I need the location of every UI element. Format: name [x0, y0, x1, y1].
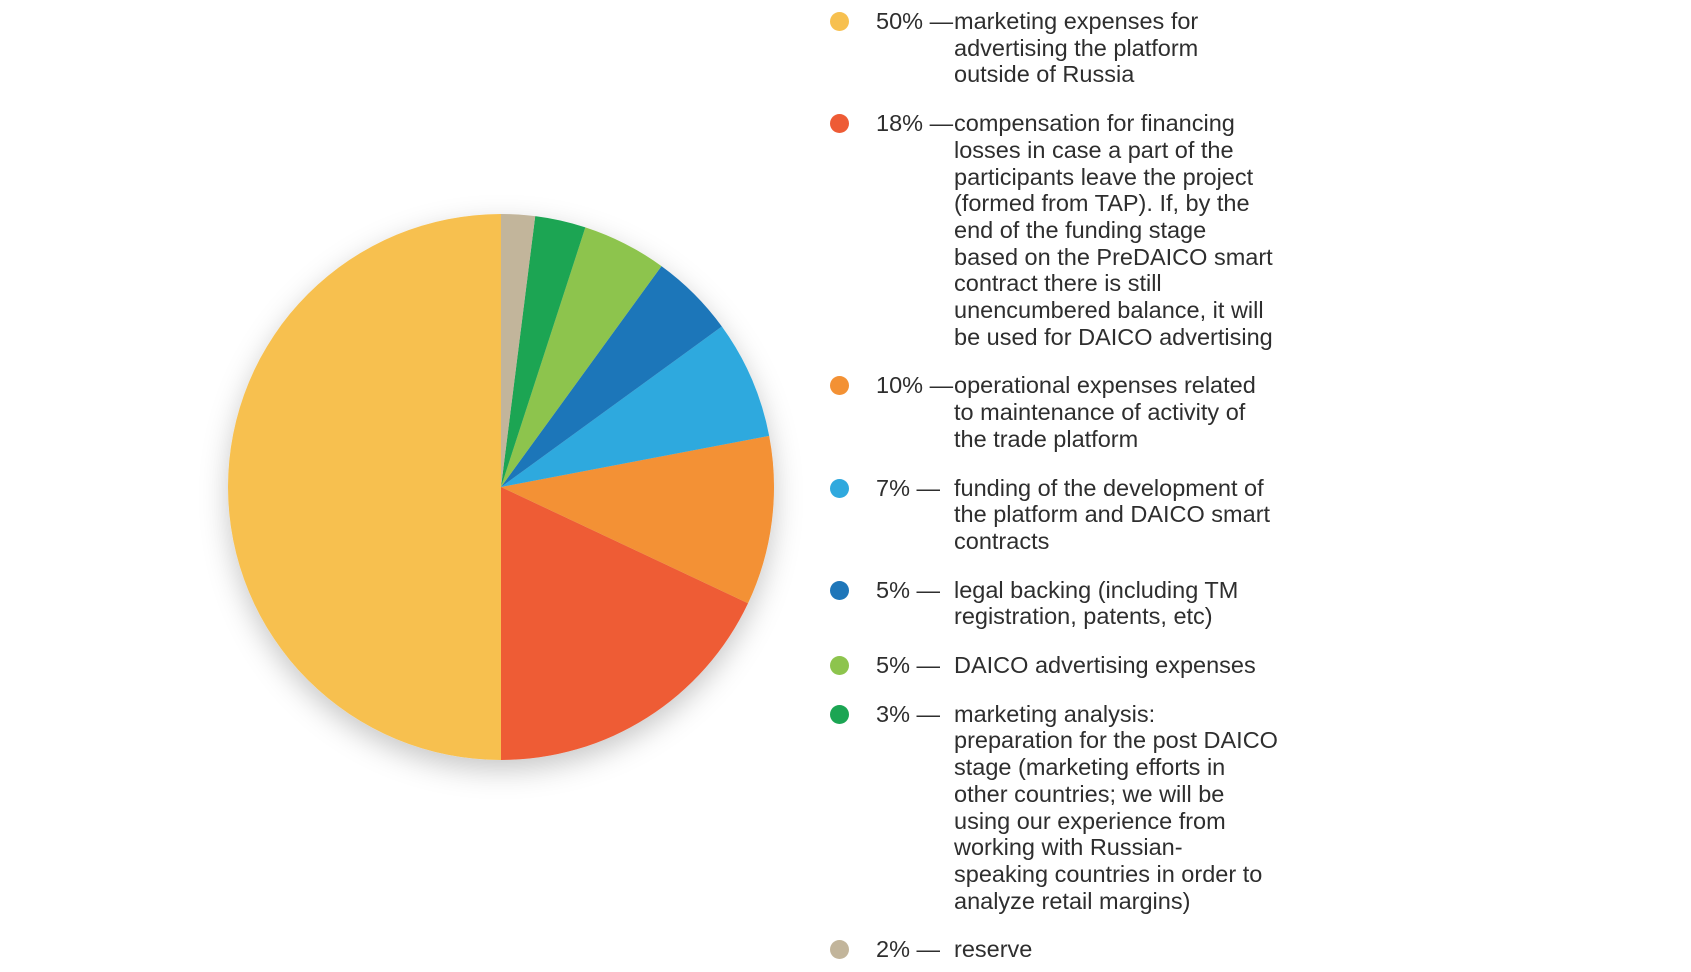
- legend-percent: 3% —: [876, 701, 954, 728]
- separator: —: [916, 936, 941, 963]
- legend-swatch: [830, 376, 849, 396]
- legend-label: funding of the development of the platfo…: [954, 474, 1271, 554]
- legend-label: legal backing (including TM registration…: [954, 576, 1239, 630]
- legend-label: reserve: [954, 936, 1033, 963]
- legend-percent: 10% —: [876, 372, 954, 399]
- legend-item: 7% — funding of the development of the pl…: [826, 475, 1306, 555]
- value-label: 5%: [876, 652, 910, 679]
- legend-item: 3% — marketing analysis: preparation for …: [826, 701, 1306, 915]
- pie-slice: [501, 227, 662, 487]
- legend-percent: 5% —: [876, 577, 954, 604]
- slices: [228, 214, 774, 760]
- separator: —: [916, 474, 941, 501]
- separator: —: [929, 372, 954, 399]
- legend-swatch: [830, 114, 849, 134]
- separator: —: [916, 576, 941, 603]
- legend-percent: 7% —: [876, 475, 954, 502]
- value-label: 7%: [876, 474, 910, 501]
- value-label: 50%: [876, 8, 924, 34]
- legend-label: compensation for financing losses in cas…: [954, 110, 1273, 350]
- legend-item: 10% — operational expenses related to mai…: [826, 372, 1306, 452]
- legend-item: 5% — DAICO advertising expenses: [826, 652, 1306, 679]
- legend-swatch: [830, 478, 849, 498]
- value-label: 5%: [876, 576, 910, 603]
- legend-percent: 2% —: [876, 936, 954, 963]
- separator: —: [929, 110, 954, 137]
- legend: 50% — marketing expenses for advertising …: [826, 8, 1306, 963]
- value-label: 10%: [876, 372, 924, 399]
- value-label: 2%: [876, 936, 910, 963]
- legend-label: operational expenses related to maintena…: [954, 372, 1256, 452]
- legend-percent: 18% —: [876, 110, 954, 137]
- separator: —: [929, 8, 954, 34]
- legend-percent: 50% —: [876, 8, 954, 35]
- legend-item: 5% — legal backing (including TM registra…: [826, 577, 1306, 630]
- legend-percent: 5% —: [876, 652, 954, 679]
- pie-slice: [501, 216, 586, 487]
- pie-slice: [501, 326, 770, 487]
- pie-slice: [501, 214, 536, 487]
- legend-swatch: [830, 12, 849, 31]
- value-label: 18%: [876, 110, 924, 137]
- legend-item: 2% — reserve: [826, 936, 1306, 963]
- legend-label: DAICO advertising expenses: [954, 652, 1256, 679]
- separator: —: [916, 652, 941, 679]
- pie-slice: [501, 266, 722, 487]
- pie-slice: [228, 214, 501, 760]
- legend-swatch: [830, 704, 849, 724]
- value-label: 3%: [876, 700, 910, 727]
- legend-label: marketing analysis: preparation for the …: [954, 700, 1278, 914]
- legend-item: 50% — marketing expenses for advertising …: [826, 8, 1306, 88]
- legend-label: marketing expenses for advertising the p…: [954, 8, 1199, 88]
- legend-swatch: [830, 656, 849, 676]
- pie-slice: [501, 435, 774, 604]
- legend-swatch: [830, 580, 849, 600]
- pie-slice: [501, 487, 749, 760]
- legend-item: 18% — compensation for financing losses i…: [826, 110, 1306, 350]
- pie-chart: [228, 214, 774, 760]
- separator: —: [916, 700, 941, 727]
- legend-swatch: [830, 940, 849, 960]
